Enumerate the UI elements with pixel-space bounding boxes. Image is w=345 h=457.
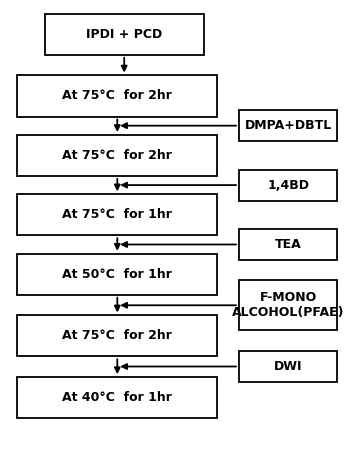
Text: At 40°C  for 1hr: At 40°C for 1hr [62, 391, 172, 404]
FancyBboxPatch shape [239, 170, 337, 201]
Text: 1,4BD: 1,4BD [267, 179, 309, 191]
FancyBboxPatch shape [239, 110, 337, 141]
Text: TEA: TEA [275, 238, 302, 251]
FancyBboxPatch shape [17, 194, 217, 235]
FancyBboxPatch shape [45, 14, 204, 55]
FancyBboxPatch shape [17, 315, 217, 356]
Text: At 75°C  for 2hr: At 75°C for 2hr [62, 90, 172, 102]
FancyBboxPatch shape [17, 254, 217, 295]
Text: DMPA+DBTL: DMPA+DBTL [245, 119, 332, 132]
FancyBboxPatch shape [17, 377, 217, 418]
Text: At 50°C  for 1hr: At 50°C for 1hr [62, 268, 172, 281]
Text: F-MONO
ALCOHOL(PFAE): F-MONO ALCOHOL(PFAE) [232, 291, 344, 319]
Text: DWI: DWI [274, 360, 302, 373]
FancyBboxPatch shape [17, 75, 217, 117]
Text: At 75°C  for 2hr: At 75°C for 2hr [62, 149, 172, 162]
FancyBboxPatch shape [239, 280, 337, 330]
Text: At 75°C  for 1hr: At 75°C for 1hr [62, 208, 172, 221]
Text: At 75°C  for 2hr: At 75°C for 2hr [62, 329, 172, 342]
FancyBboxPatch shape [239, 229, 337, 260]
FancyBboxPatch shape [239, 351, 337, 382]
FancyBboxPatch shape [17, 135, 217, 176]
Text: IPDI + PCD: IPDI + PCD [86, 28, 162, 41]
